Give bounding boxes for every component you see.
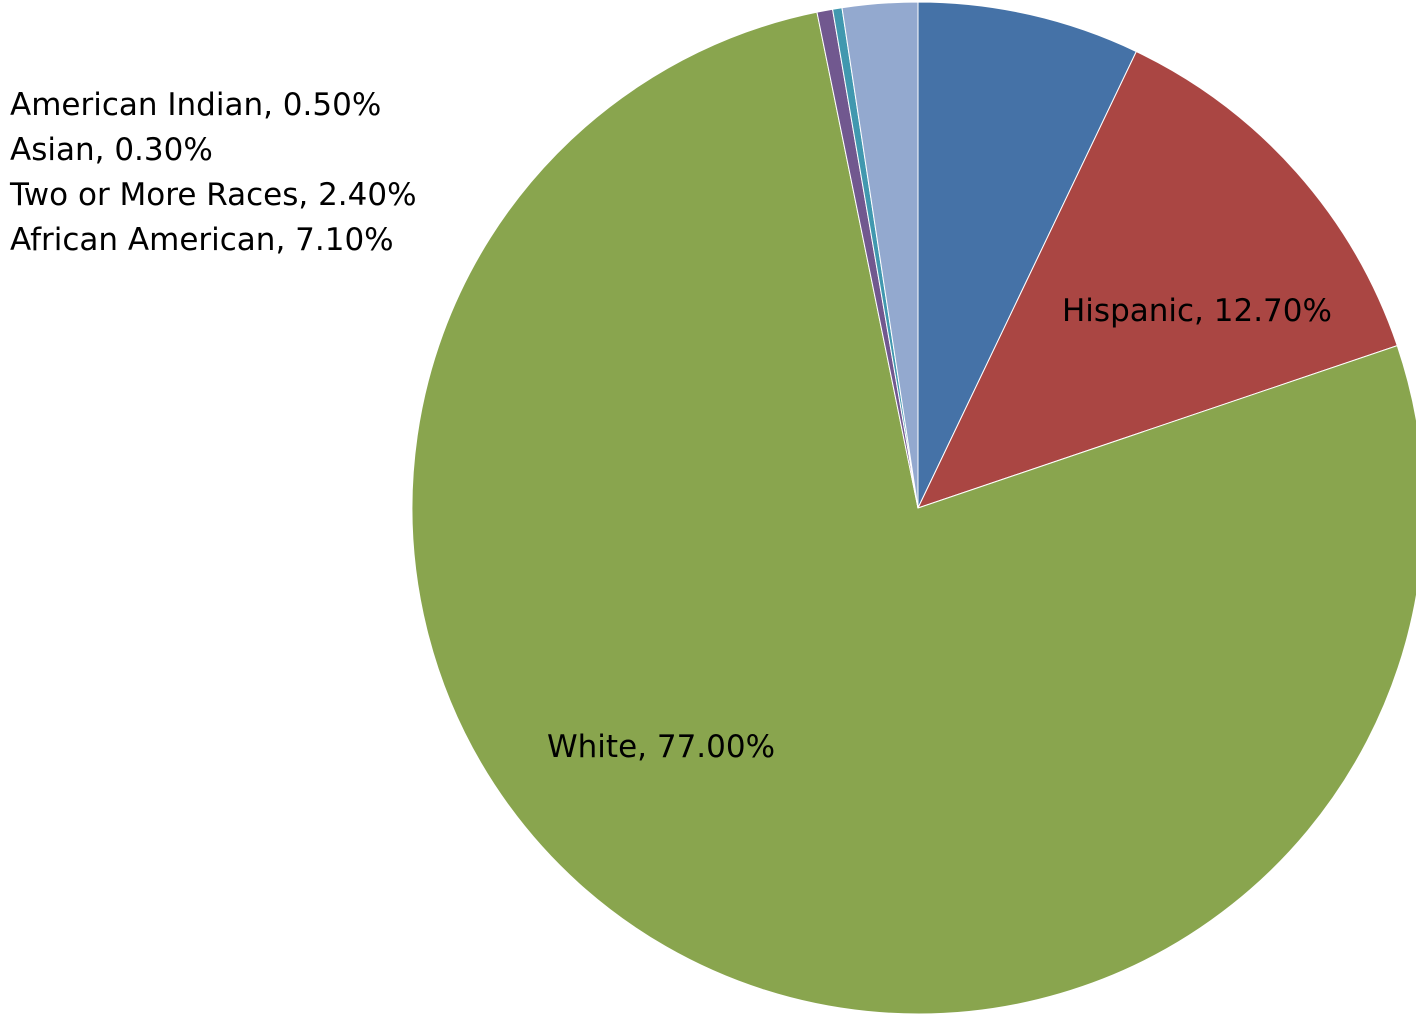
- pie-slice-hispanic: [917, 50, 1398, 509]
- label-african-american: African American, 7.10%: [10, 222, 394, 258]
- label-two-or-more-races: Two or More Races, 2.40%: [9, 177, 417, 213]
- label-american-indian: American Indian, 0.50%: [10, 87, 381, 123]
- pie-slice-two-or-more-races: [841, 1, 919, 509]
- pie-slice-white: [411, 11, 1416, 1015]
- label-asian: Asian, 0.30%: [10, 132, 213, 168]
- label-white: White, 77.00%: [547, 729, 775, 765]
- label-hispanic: Hispanic, 12.70%: [1062, 293, 1332, 329]
- pie-slices: [411, 1, 1416, 1015]
- pie-slice-african-american: [917, 1, 1137, 509]
